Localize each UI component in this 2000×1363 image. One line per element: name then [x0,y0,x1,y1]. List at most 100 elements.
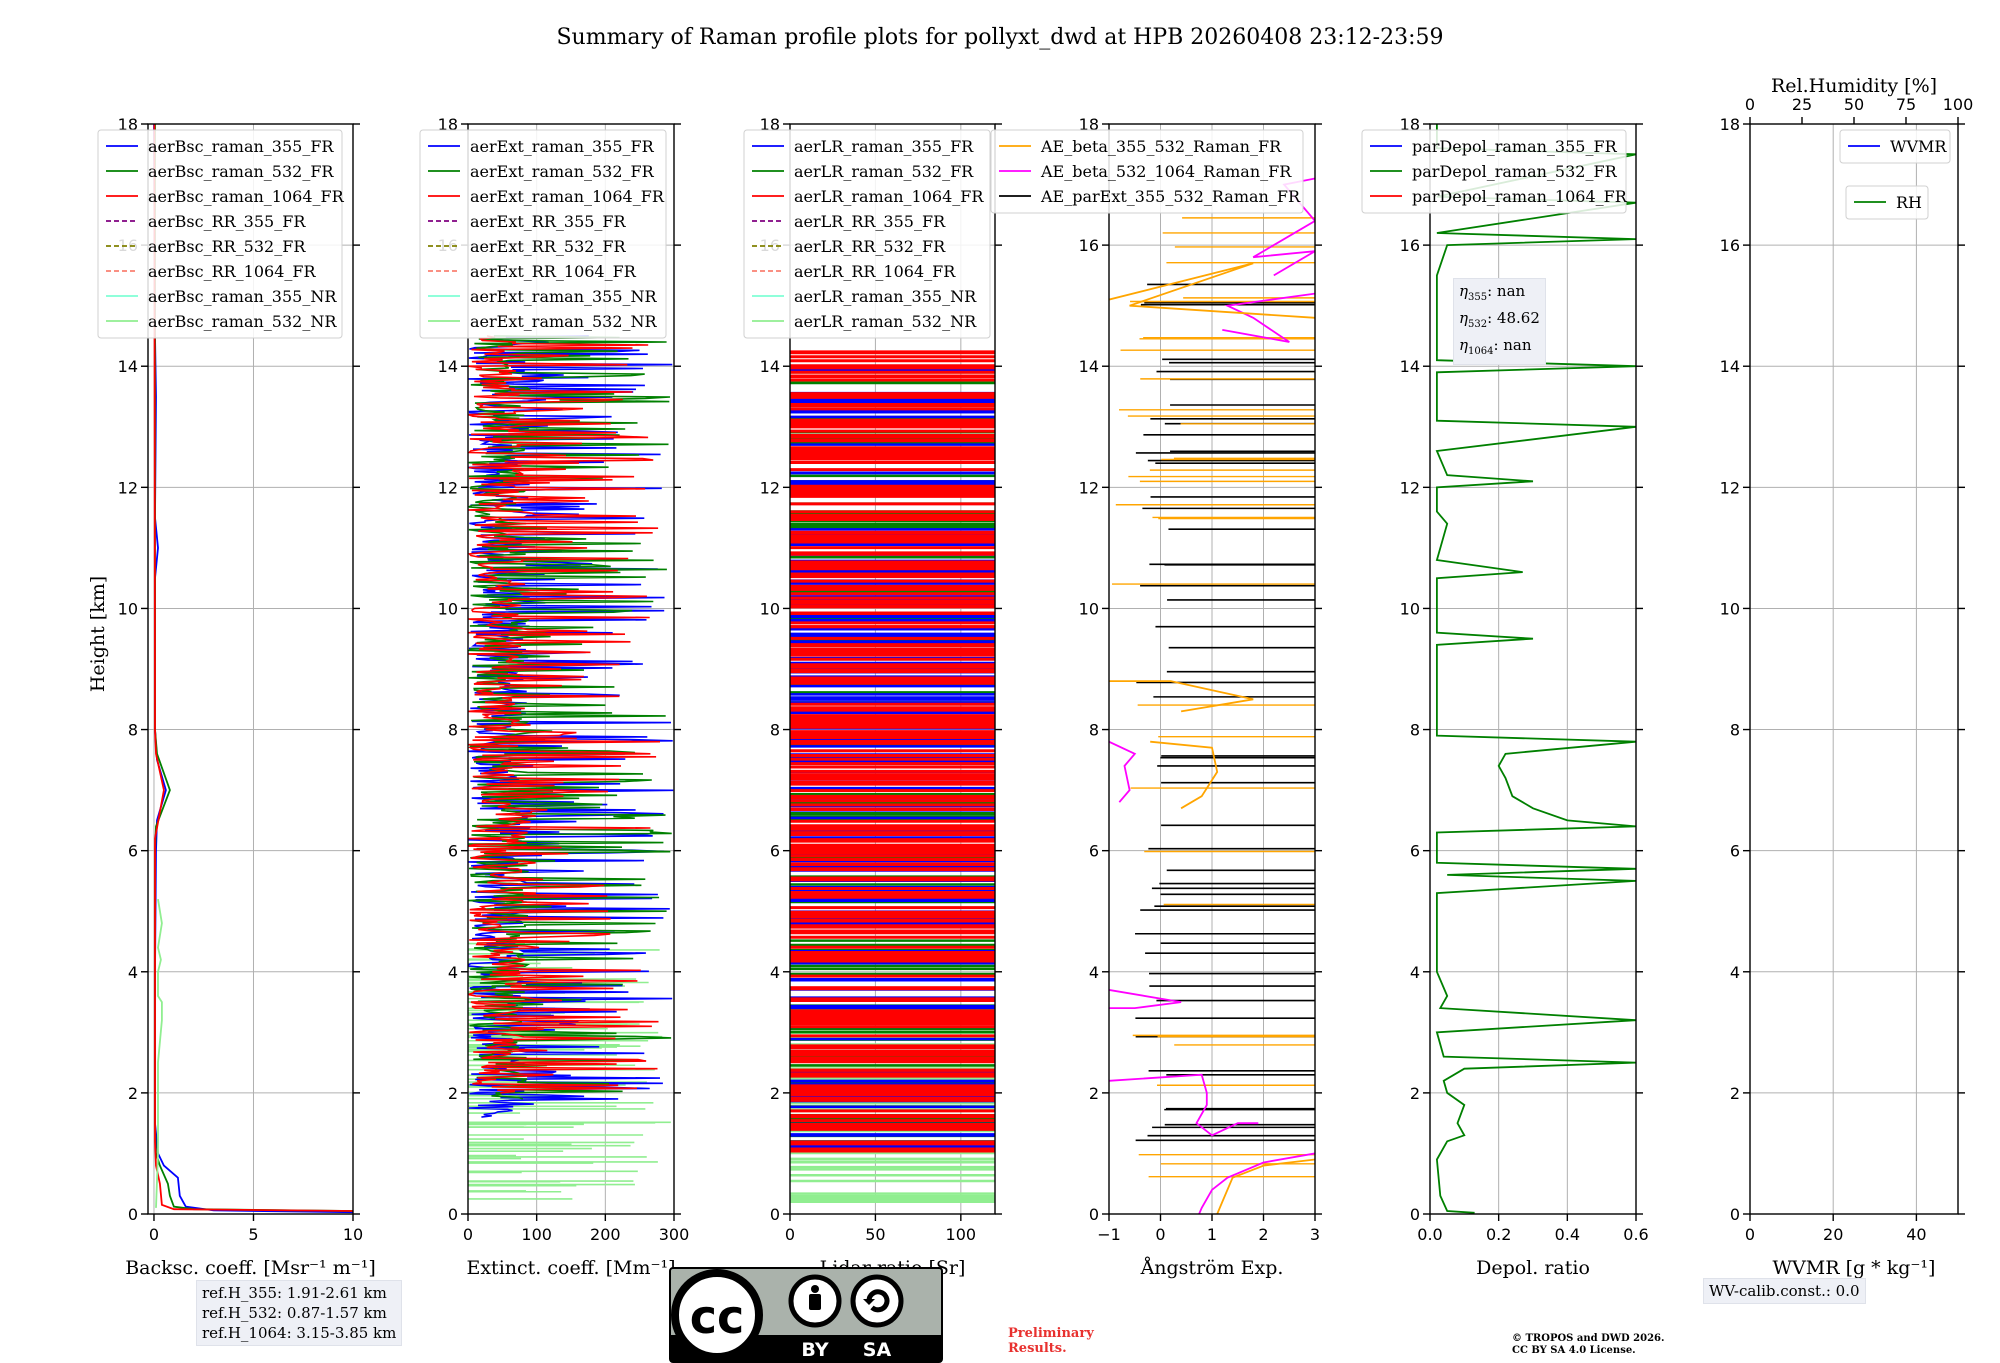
y-tick-label: 8 [1730,721,1740,740]
y-tick-label: 4 [1730,963,1740,982]
legend-label: aerExt_raman_532_NR [470,312,658,331]
series-AE_beta_532_1064_Raman_FR [1198,1152,1315,1214]
y-tick-label: 0 [448,1205,458,1224]
legend-label: aerExt_raman_355_FR [470,137,655,156]
legend-frame [419,129,667,339]
y-tick-label: 12 [438,478,458,497]
y-tick-label: 6 [448,842,458,861]
y-tick-label: 4 [1410,963,1420,982]
y-tick-label: 6 [128,842,138,861]
series-AE_beta_532_1064_Raman_FR_e [1222,292,1315,343]
legend-label: aerExt_raman_355_NR [470,287,658,306]
x-axis-label: Extinct. coeff. [Mm⁻¹] [466,1257,675,1279]
y-tick-label: 14 [1400,357,1420,376]
eta-1064: η1064: nan [1459,336,1532,357]
series-AE_beta_355_532_Raman_FR_c [1109,680,1254,713]
copyright-note: © TROPOS and DWD 2026. CC BY SA 4.0 Lice… [1512,1333,1664,1357]
top-x-tick-label: 25 [1792,95,1812,114]
legend-label: RH [1896,193,1922,212]
legend-frame [1845,185,1929,220]
y-tick-label: 0 [1410,1205,1420,1224]
x-tick-label: 0 [1745,1225,1755,1244]
y-tick-label: 8 [770,721,780,740]
legend-frame [743,129,991,339]
y-tick-label: 12 [1720,478,1740,497]
series-AE_beta_355_532_Raman_FR [1216,1158,1315,1214]
y-tick-label: 2 [1730,1084,1740,1103]
x-axis-label: Backsc. coeff. [Msr⁻¹ m⁻¹] [125,1257,376,1279]
plot-frame [1429,123,1637,1215]
legend-label: aerBsc_RR_532_FR [148,237,306,256]
wv-calib-box: WV-calib.const.: 0.0 [1703,1278,1866,1304]
legend-label: aerExt_RR_355_FR [470,212,627,231]
y-tick-label: 6 [1410,842,1420,861]
legend-label: parDepol_raman_355_FR [1412,137,1618,156]
panel-water_vapor: 0 2 4 6 8 10 12 14 16 18 0 20 40 WVMR [g * kg⁻¹] 0 25 50… [1720,75,1974,1279]
legend-extinction: aerExt_raman_355_FR aerExt_raman_532_FRae… [419,129,667,339]
y-tick-label: 8 [1089,721,1099,740]
legend-label: parDepol_raman_1064_FR [1412,187,1628,206]
x-tick-label: 3 [1310,1225,1320,1244]
x-tick-label: 0.4 [1555,1225,1580,1244]
x-tick-label: 5 [248,1225,258,1244]
legend-frame [97,129,343,339]
y-tick-label: 10 [760,599,780,618]
y-tick-label: 18 [118,115,138,134]
legend-label: parDepol_raman_532_FR [1412,162,1618,181]
x-tick-label: 0 [1155,1225,1165,1244]
legend-label: aerBsc_RR_1064_FR [148,262,317,281]
x-axis-label: Ångström Exp. [1140,1257,1284,1279]
eta-box: η355: nan η532: 48.62 η1064: nan [1453,278,1546,365]
y-tick-label: 10 [438,599,458,618]
legend-label: aerBsc_raman_1064_FR [148,187,345,206]
eta-532: η532: 48.62 [1459,309,1540,330]
legend-label: aerLR_RR_355_FR [794,212,946,231]
eta-355: η355: nan [1459,282,1526,303]
series-aerBsc_raman_1064_FR [153,124,353,1212]
reference-height-box: ref.H_355: 1.91-2.61 km ref.H_532: 0.87-… [196,1280,403,1346]
preliminary-note: Preliminary Results. [1008,1326,1094,1356]
x-tick-label: −1 [1097,1225,1121,1244]
plot-frame [467,123,675,1215]
x-tick-label: 20 [1823,1225,1843,1244]
legend-depolarization: parDepol_raman_355_FR parDepol_raman_532_… [1361,129,1628,214]
y-tick-label: 6 [1089,842,1099,861]
x-axis-label: Depol. ratio [1476,1257,1590,1279]
x-tick-label: 10 [343,1225,363,1244]
data-layer [790,350,995,1203]
y-tick-label: 18 [438,115,458,134]
panel-extinction: 0246810121416180100200300Extinct. coeff.… [419,115,690,1279]
y-tick-label: 2 [1089,1084,1099,1103]
x-tick-label: 1 [1207,1225,1217,1244]
y-tick-label: 10 [118,599,138,618]
ref-h-355: ref.H_355: 1.91-2.61 km [202,1284,387,1302]
x-tick-label: 100 [521,1225,552,1244]
y-tick-label: 0 [1089,1205,1099,1224]
copyright-line-2: CC BY SA 4.0 License. [1512,1345,1636,1356]
plot-frame [147,123,354,1215]
legend-label: aerLR_raman_355_FR [794,137,974,156]
y-tick-label: 10 [1720,599,1740,618]
y-tick-label: 2 [1410,1084,1420,1103]
series-AE_beta_532_1064_Raman_FR_c [1109,989,1182,1009]
y-tick-label: 2 [128,1084,138,1103]
profile-trace [468,335,661,1094]
y-tick-label: 0 [770,1205,780,1224]
legend-label: AE_parExt_355_532_Raman_FR [1040,187,1301,206]
y-tick-label: 4 [448,963,458,982]
series-aerBsc_raman_532_NR [155,898,163,1208]
plot-frame [1749,123,1959,1215]
y-tick-label: 8 [448,721,458,740]
x-tick-label: 300 [659,1225,690,1244]
legend-label: aerExt_RR_532_FR [470,237,627,256]
legend-label: aerBsc_raman_355_NR [148,287,337,306]
y-tick-label: 4 [128,963,138,982]
data-layer [468,335,674,1200]
series-AE_beta_532_1064_Raman_FR_d [1109,740,1137,803]
x-tick-label: 40 [1906,1225,1926,1244]
legend-label: aerExt_RR_1064_FR [470,262,637,281]
y-tick-label: 8 [128,721,138,740]
copyright-line-1: © TROPOS and DWD 2026. [1512,1333,1665,1344]
